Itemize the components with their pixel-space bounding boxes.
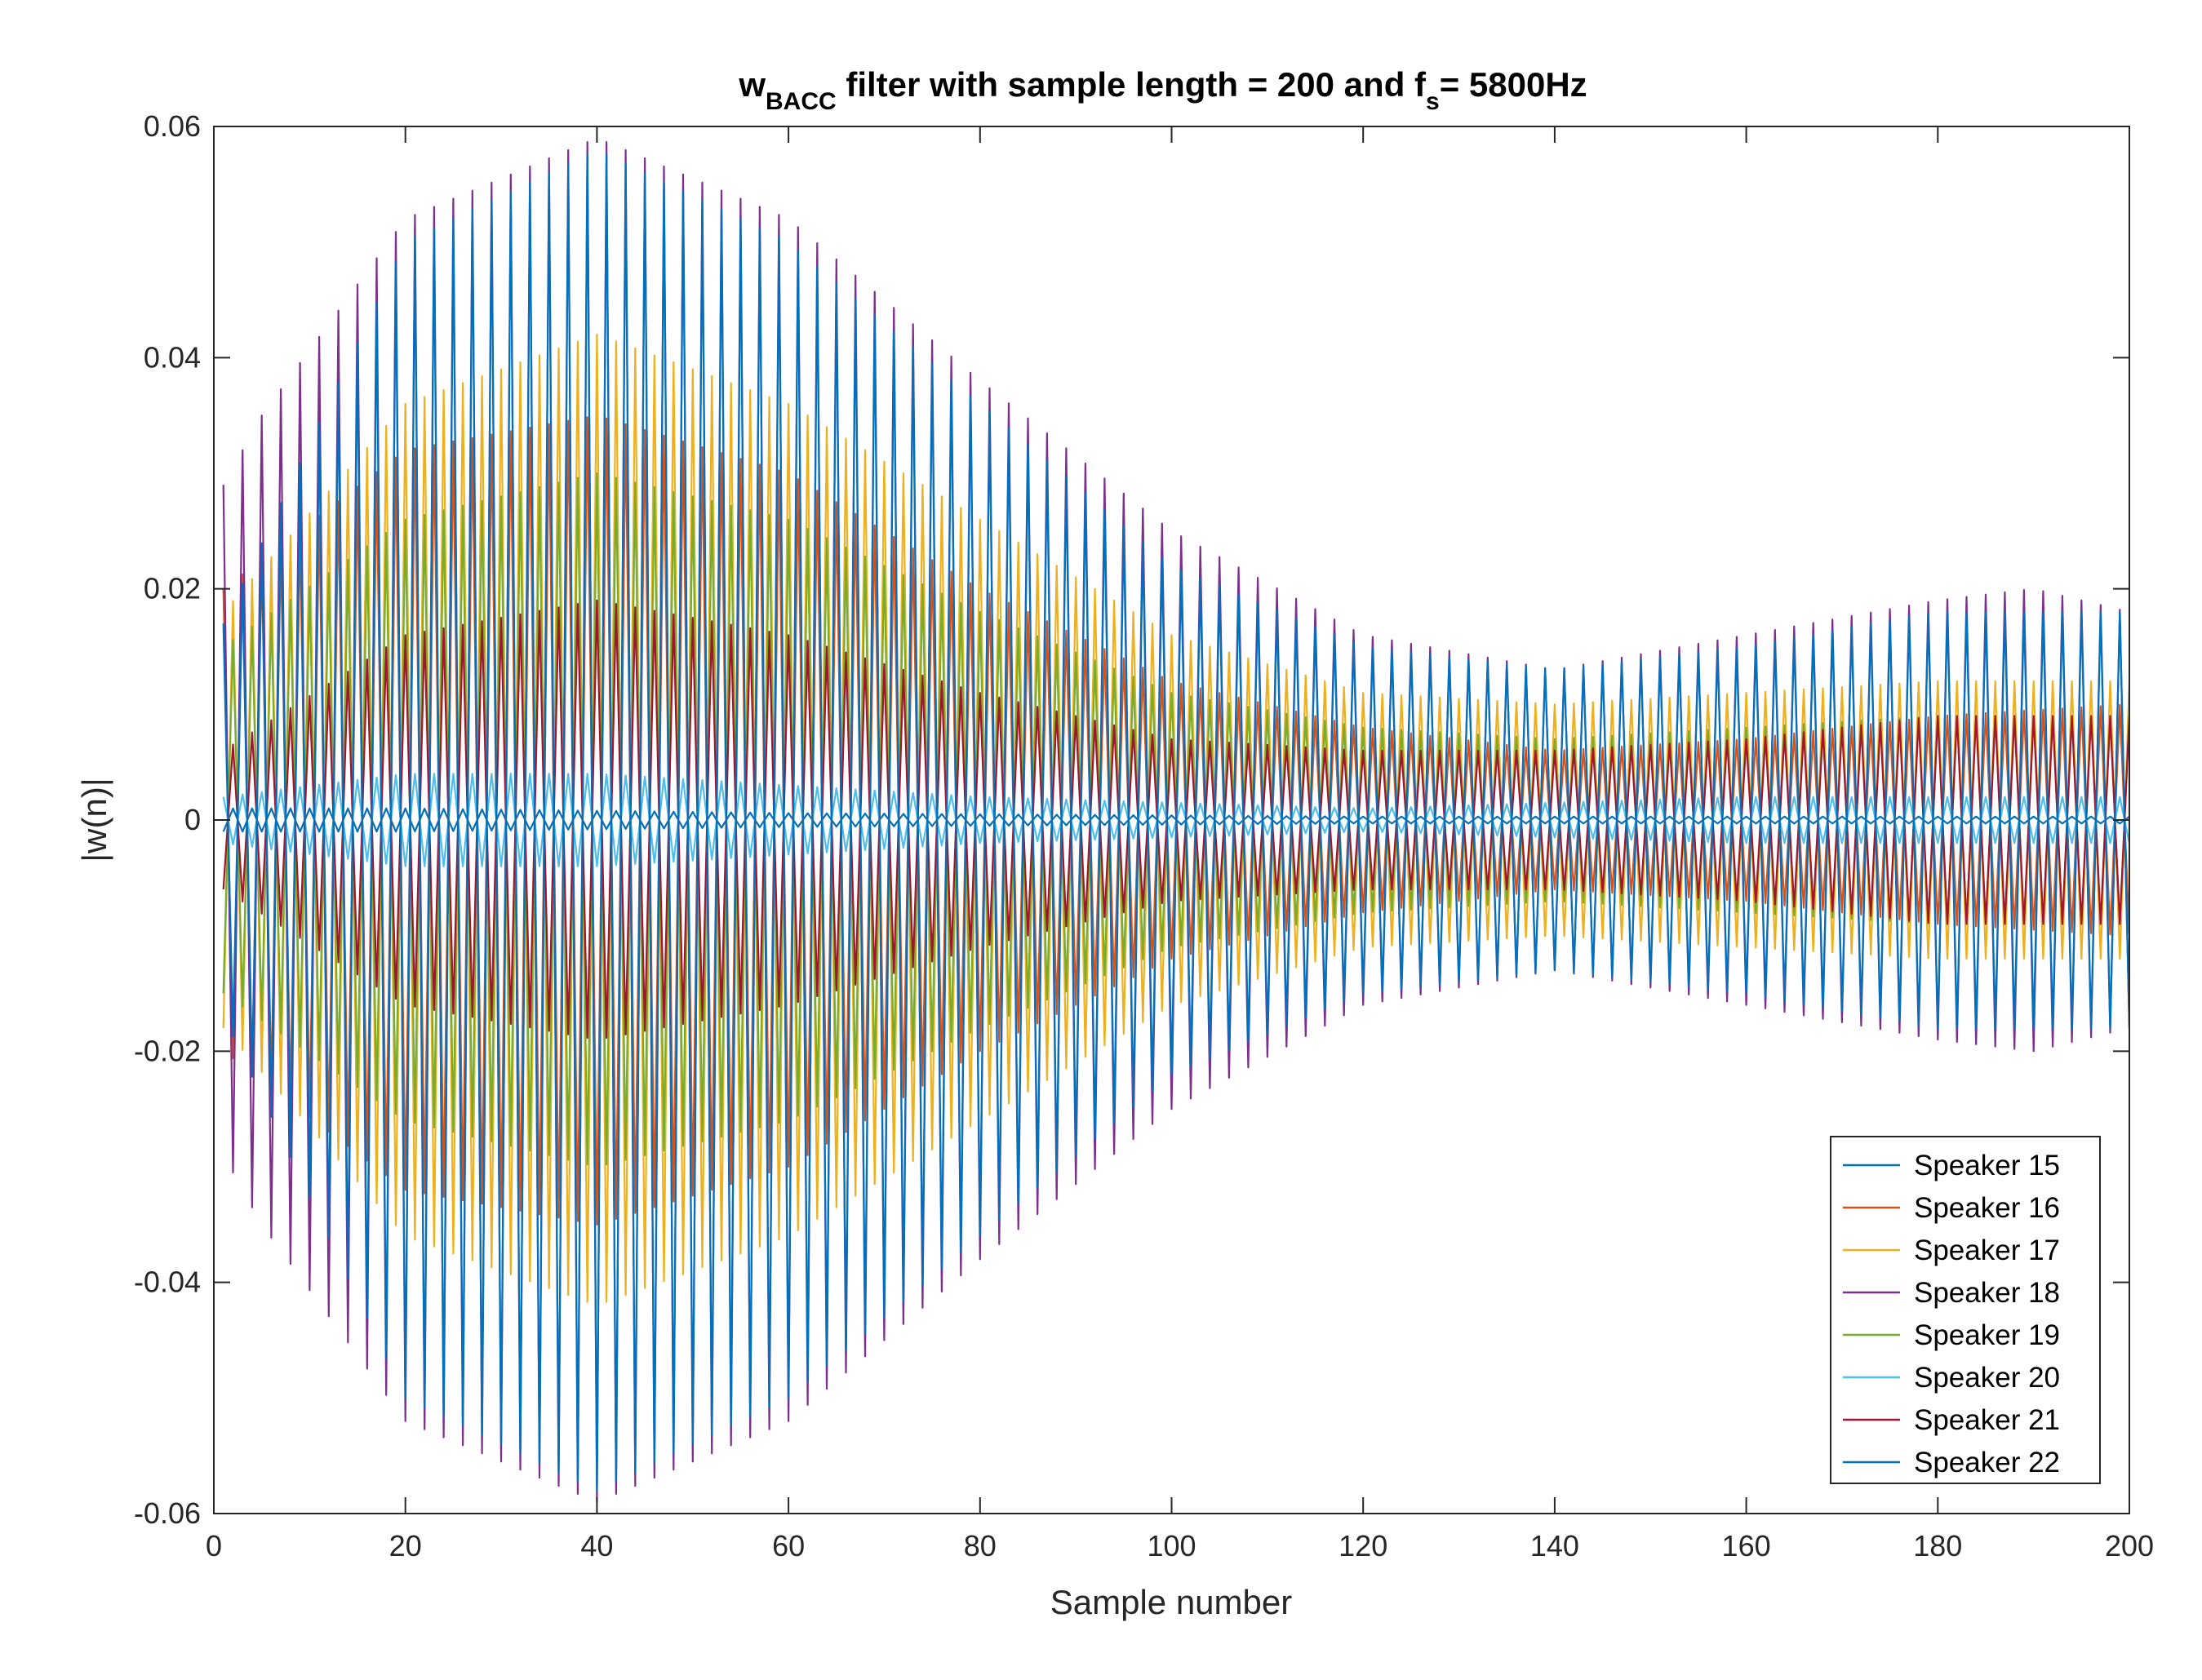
- x-tick-label: 160: [1722, 1529, 1771, 1563]
- x-tick-label: 180: [1913, 1529, 1962, 1563]
- y-tick-label: 0: [184, 803, 201, 836]
- title-subscript-s: s: [1426, 88, 1440, 115]
- y-tick-label: -0.04: [134, 1266, 201, 1299]
- y-axis: -0.06 -0.04 -0.02 0 0.02 0.04 0.06: [134, 109, 2129, 1530]
- y-axis-label: |w(n)|: [75, 778, 113, 862]
- chart-title: wBACC filter with sample length = 200 an…: [738, 65, 1587, 115]
- series-line-speaker-22: [222, 153, 2129, 1492]
- legend-label: Speaker 17: [1914, 1235, 2060, 1266]
- x-tick-label: 40: [580, 1529, 613, 1563]
- legend: Speaker 15 Speaker 16 Speaker 17 Speaker 18…: [1830, 1136, 2101, 1484]
- y-tick-label: -0.06: [134, 1496, 201, 1530]
- legend-label: Speaker 21: [1914, 1404, 2060, 1436]
- plot-area: [214, 126, 2129, 1514]
- legend-label: Speaker 22: [1914, 1447, 2060, 1478]
- y-tick-label: 0.02: [144, 572, 201, 605]
- x-axis-label: Sample number: [1050, 1583, 1292, 1621]
- title-subscript-bacc: BACC: [766, 88, 837, 115]
- legend-label: Speaker 18: [1914, 1277, 2060, 1309]
- legend-label: Speaker 15: [1914, 1150, 2060, 1181]
- x-axis: 0 20 40 60 80 100 120 140 160 180 200: [206, 126, 2154, 1563]
- x-tick-label: 140: [1530, 1529, 1579, 1563]
- title-suffix: = 5800Hz: [1440, 65, 1587, 104]
- x-tick-label: 100: [1147, 1529, 1196, 1563]
- x-tick-label: 200: [2105, 1529, 2154, 1563]
- legend-label: Speaker 16: [1914, 1192, 2060, 1224]
- y-tick-label: 0.04: [144, 340, 201, 374]
- title-middle: filter with sample length = 200 and f: [837, 65, 1427, 104]
- legend-items: Speaker 15 Speaker 16 Speaker 17 Speaker 18…: [1843, 1150, 2060, 1478]
- x-tick-label: 20: [389, 1529, 422, 1563]
- x-tick-label: 80: [964, 1529, 997, 1563]
- x-tick-label: 120: [1339, 1529, 1387, 1563]
- legend-label: Speaker 19: [1914, 1319, 2060, 1351]
- y-tick-label: -0.02: [134, 1034, 201, 1067]
- legend-box: [1830, 1136, 2101, 1484]
- y-tick-label: 0.06: [144, 109, 201, 143]
- x-tick-label: 60: [772, 1529, 805, 1563]
- title-prefix: w: [738, 65, 766, 104]
- series-layer: [222, 141, 2129, 1503]
- legend-label: Speaker 20: [1914, 1362, 2060, 1394]
- x-tick-label: 0: [206, 1529, 222, 1563]
